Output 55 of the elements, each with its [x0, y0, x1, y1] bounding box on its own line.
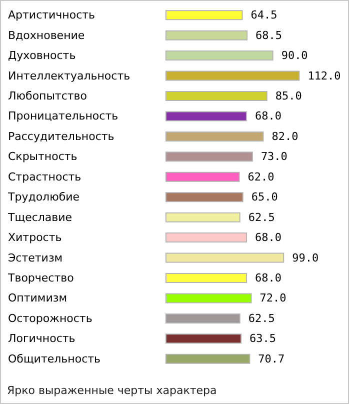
- text: Ярко выраженные черты характера: [7, 384, 217, 397]
- bar: [165, 91, 268, 101]
- y-tick-label: Логичность: [8, 332, 76, 346]
- bar: [165, 50, 274, 61]
- bar: [165, 10, 243, 20]
- data-label: 68.0: [254, 110, 282, 123]
- bar: [165, 273, 247, 283]
- bar: [165, 212, 240, 222]
- data-label: 73.0: [260, 150, 288, 164]
- data-label: 68.0: [254, 231, 282, 244]
- bar: [165, 232, 247, 243]
- data-label: 99.0: [292, 251, 319, 264]
- y-tick-label: Рассудительность: [8, 130, 114, 143]
- data-label: 90.0: [281, 49, 308, 62]
- y-tick-label: Интеллектуальность: [8, 69, 130, 82]
- y-tick-label: Страстность: [8, 170, 82, 184]
- data-label: 68.5: [256, 28, 282, 42]
- y-tick-label: Оптимизм: [8, 292, 68, 305]
- bar: [165, 131, 264, 142]
- data-label: 65.0: [251, 190, 278, 204]
- bar: [165, 192, 244, 202]
- data-label: 72.0: [260, 292, 286, 305]
- bar: [165, 313, 240, 324]
- data-label: 85.0: [275, 90, 302, 102]
- data-label: 82.0: [272, 130, 298, 143]
- bar: [165, 30, 248, 40]
- data-label: 62.5: [248, 210, 275, 224]
- y-tick-label: Артистичность: [8, 8, 96, 22]
- bar: [165, 172, 240, 182]
- y-tick-label: Вдохновение: [8, 28, 85, 42]
- y-tick-label: Скрытность: [8, 150, 78, 164]
- data-label: 112.0: [308, 69, 341, 82]
- bar: [165, 252, 284, 263]
- y-tick-label: Любопытство: [8, 90, 88, 102]
- y-tick-label: Духовность: [8, 49, 76, 62]
- data-label: 68.0: [254, 272, 282, 284]
- bar: [165, 293, 252, 304]
- y-tick-label: Эстетизм: [8, 251, 63, 264]
- y-tick-label: Хитрость: [8, 231, 62, 244]
- bar: [165, 111, 247, 122]
- y-tick-label: Трудолюбие: [7, 190, 80, 204]
- y-tick-label: Тщеславие: [7, 210, 72, 224]
- bar: [165, 152, 253, 162]
- data-label: 64.5: [250, 8, 278, 22]
- y-tick-label: Творчество: [7, 272, 74, 284]
- bar: [165, 334, 242, 344]
- y-tick-label: Осторожность: [8, 312, 92, 325]
- y-tick-label: Проницательность: [8, 110, 118, 123]
- bar: [165, 70, 300, 81]
- bar: [165, 354, 250, 364]
- y-tick-label: Общительность: [8, 352, 101, 366]
- data-label: 63.5: [250, 332, 276, 346]
- data-label: 62.5: [248, 312, 275, 325]
- data-label: 70.7: [258, 352, 285, 366]
- data-label: 62.0: [248, 170, 274, 184]
